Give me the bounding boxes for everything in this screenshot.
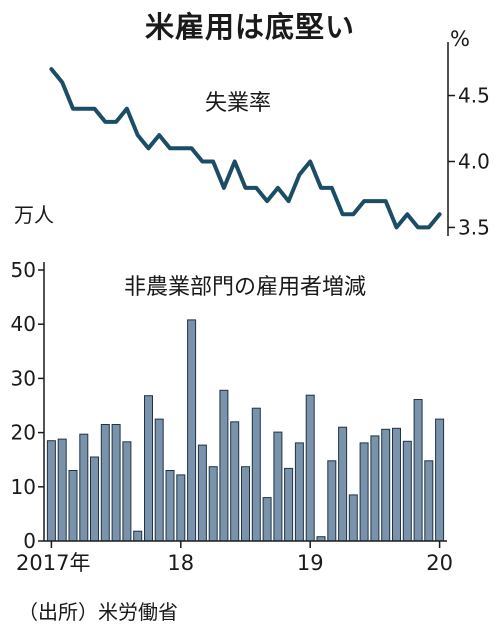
payroll-bar <box>144 395 153 542</box>
payroll-bar <box>79 433 89 542</box>
payroll-bar <box>197 444 207 542</box>
payroll-bar <box>359 442 369 542</box>
payroll-bar <box>402 440 412 542</box>
bar-x-tick-label: 18 <box>167 551 194 575</box>
payroll-bar <box>90 456 99 542</box>
payroll-bar <box>284 467 294 542</box>
payroll-bar <box>327 460 337 542</box>
bar-y-tick-label: 50 <box>11 258 36 282</box>
payroll-bar <box>370 435 380 542</box>
payroll-bar <box>154 418 164 542</box>
payroll-bar <box>133 530 143 542</box>
payroll-bar <box>176 474 186 542</box>
bar-y-tick-label: 20 <box>11 421 36 445</box>
bar-x-tick-label: 2017年 <box>16 551 90 575</box>
payroll-bar <box>100 424 110 542</box>
payroll-bar <box>262 497 272 542</box>
payroll-bar <box>348 494 358 542</box>
line-y-tick-label: 4.0 <box>458 149 490 173</box>
line-series-label: 失業率 <box>205 91 271 116</box>
payroll-bar <box>305 394 315 542</box>
payroll-bar <box>68 470 78 542</box>
payroll-bar <box>57 438 67 542</box>
bar-x-tick-label: 20 <box>426 551 453 575</box>
bar-series-label: 非農業部門の雇用者増減 <box>124 275 366 300</box>
payroll-bar <box>435 418 445 542</box>
line-unit-label: % <box>450 27 470 51</box>
bar-x-tick-label: 19 <box>297 551 324 575</box>
payroll-bar <box>187 319 197 542</box>
payroll-bar <box>111 424 121 542</box>
payrolls-bar-panel: 万人 0 10 20 30 40 50 2017年 18 19 20 非農業部門の雇用者増減 <box>11 203 453 575</box>
payroll-bar <box>338 426 348 542</box>
bar-y-tick-label: 10 <box>11 475 36 499</box>
bar-unit-label: 万人 <box>14 203 54 227</box>
payroll-bar <box>413 399 423 542</box>
chart-title: 米雇用は底堅い <box>144 10 355 44</box>
bar-y-tick-label: 0 <box>23 529 36 553</box>
bar-y-tick-label: 30 <box>11 366 36 390</box>
payroll-bar <box>294 442 304 542</box>
payroll-bar <box>165 470 175 542</box>
source-note: （出所）米労働省 <box>18 600 178 624</box>
unemployment-line-panel: % 3.5 4.0 4.5 失業率 <box>49 27 490 239</box>
payroll-bar <box>219 389 229 542</box>
payroll-bar <box>122 441 132 542</box>
line-y-tick-label: 4.5 <box>458 84 490 108</box>
payroll-bar <box>230 421 240 542</box>
unemployment-rate-line <box>49 67 442 230</box>
payroll-bar <box>251 407 261 542</box>
payroll-bar <box>208 466 218 542</box>
payroll-bar <box>381 428 391 542</box>
bar-y-tick-label: 40 <box>11 312 36 336</box>
line-y-tick-label: 3.5 <box>458 215 490 239</box>
payroll-bar <box>392 427 401 542</box>
payroll-bar <box>273 431 283 542</box>
payroll-bar <box>46 440 56 542</box>
payroll-bar <box>241 466 250 542</box>
payroll-bar <box>424 460 434 542</box>
